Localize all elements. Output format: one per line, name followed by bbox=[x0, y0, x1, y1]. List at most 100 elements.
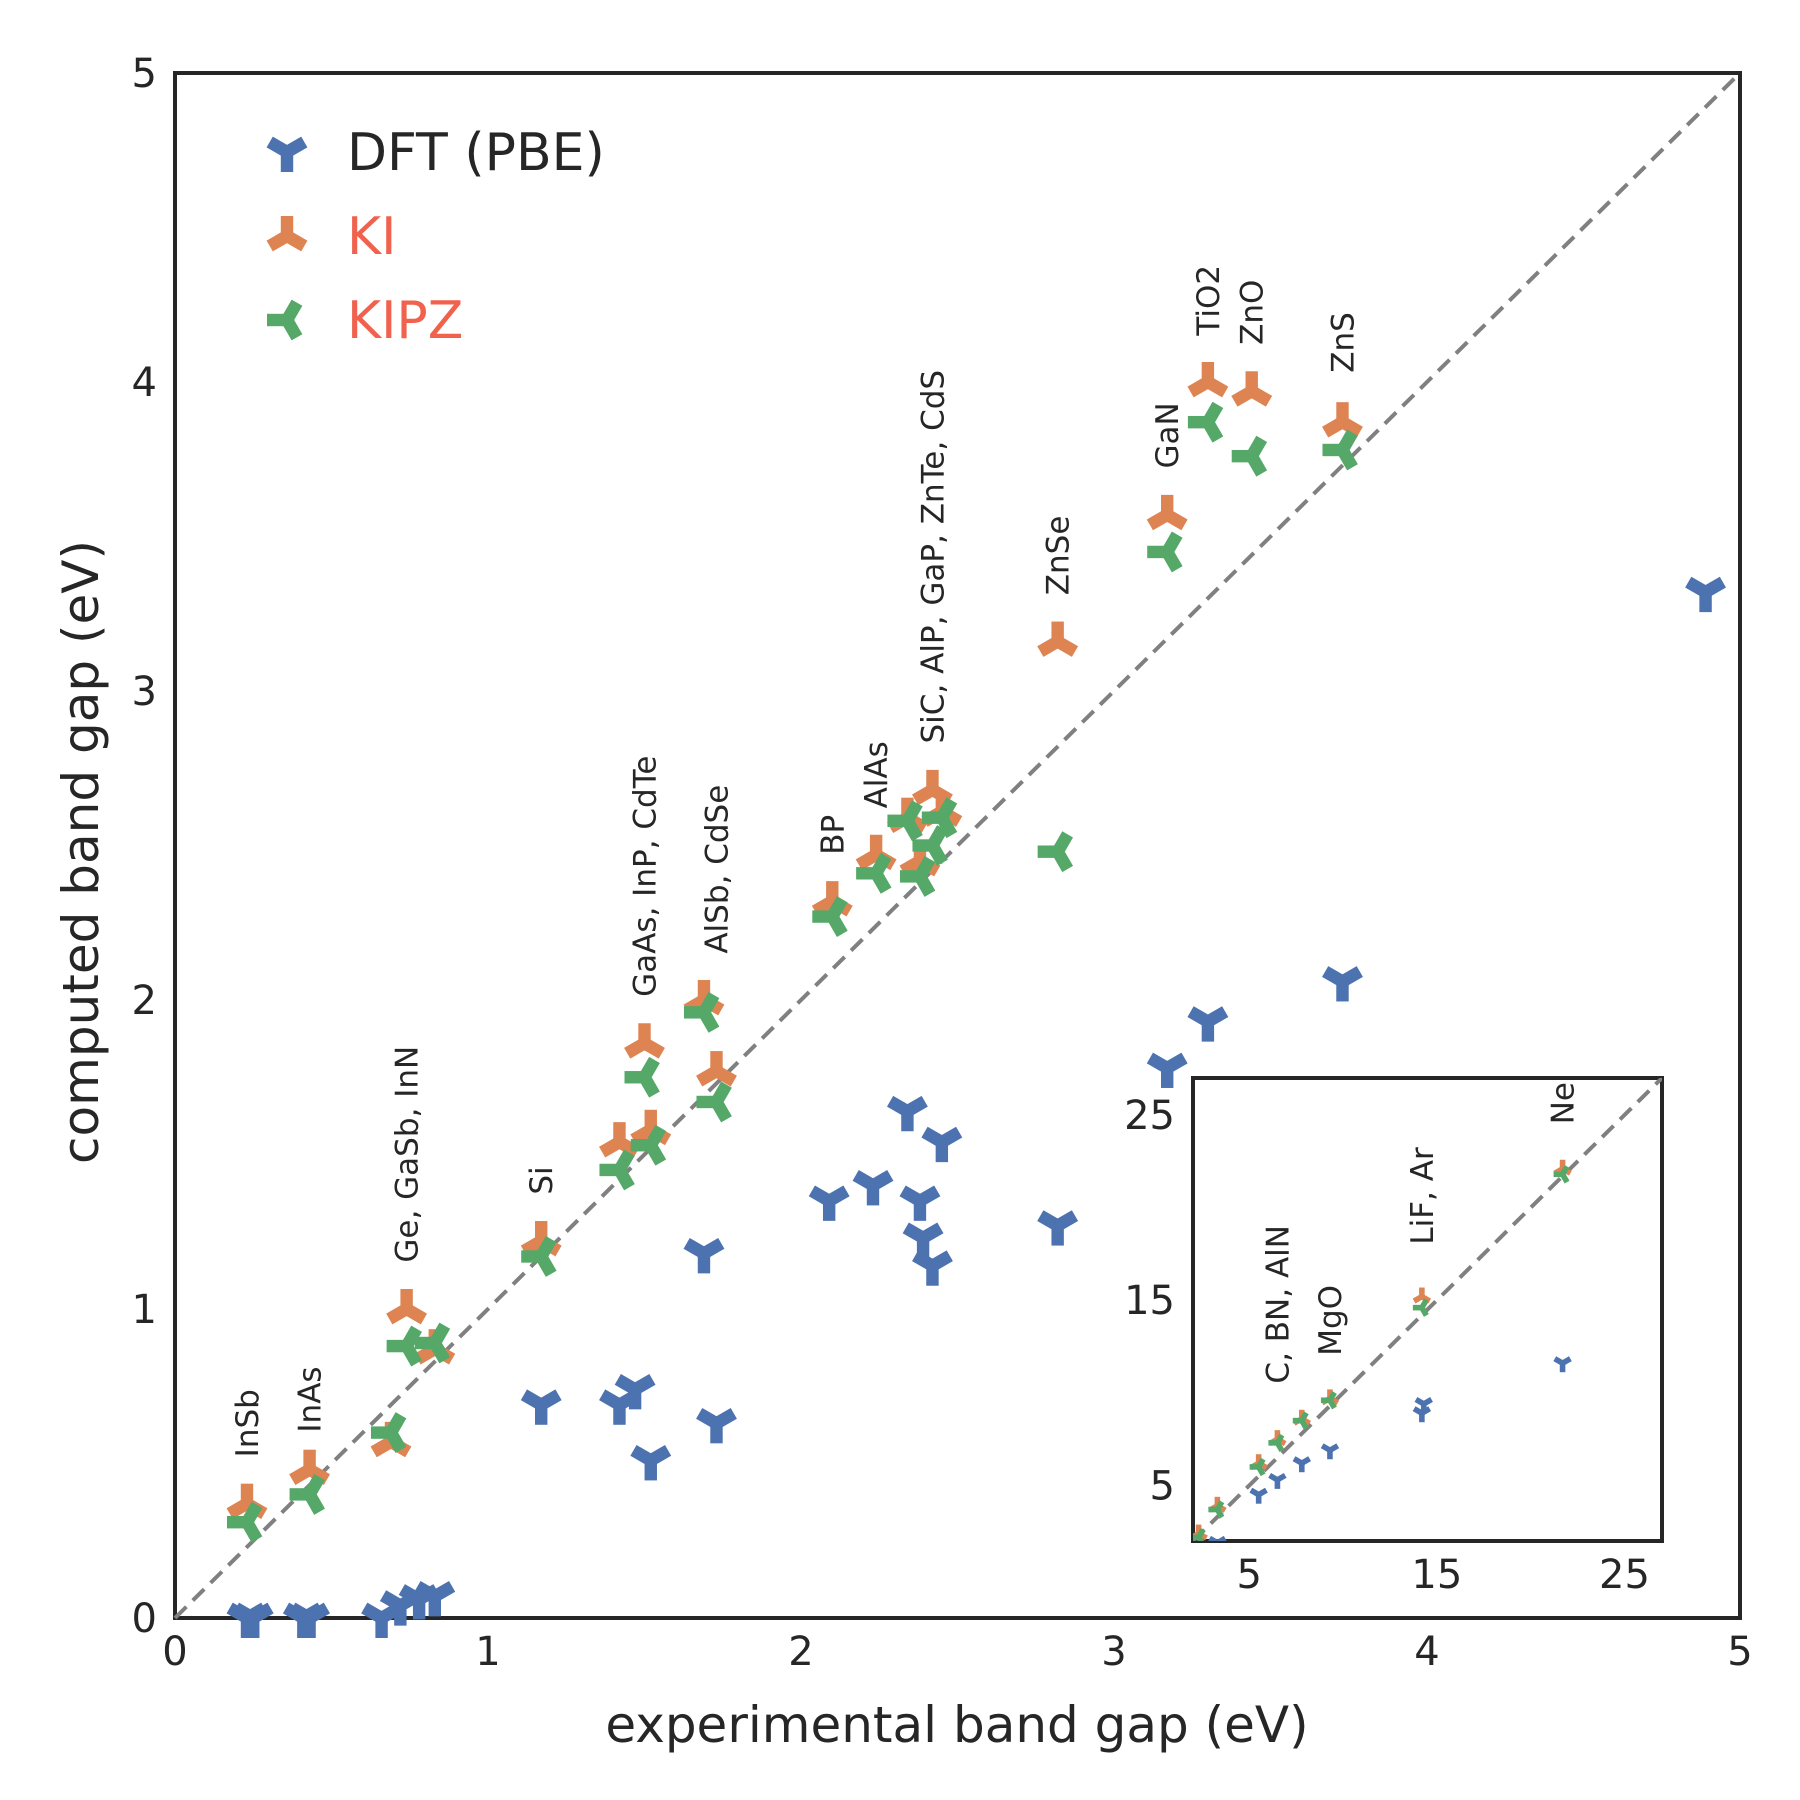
annotation-alas: AlAs bbox=[859, 741, 895, 808]
inset-series-kipz bbox=[1193, 1165, 1570, 1541]
y-tick-label: 4 bbox=[132, 360, 157, 406]
point-kipz bbox=[696, 1081, 732, 1123]
x-tick-label: 1 bbox=[475, 1629, 500, 1675]
point-ki bbox=[696, 1051, 737, 1087]
point-dft-pbe bbox=[899, 1185, 941, 1221]
inset-identity-line bbox=[1193, 1078, 1662, 1541]
inset-x-tick-label: 5 bbox=[1237, 1552, 1262, 1598]
inset-x-tick-label: 15 bbox=[1411, 1552, 1462, 1598]
point-ki bbox=[624, 1023, 665, 1059]
legend-label: KI bbox=[347, 207, 396, 267]
point-kipz bbox=[887, 800, 923, 842]
series-kipz bbox=[226, 401, 1358, 1543]
y-tick-label: 5 bbox=[132, 51, 157, 97]
legend-marker-ki bbox=[266, 216, 308, 252]
point-ki bbox=[1322, 402, 1363, 438]
annotation-zno: ZnO bbox=[1235, 280, 1271, 345]
inset-point-dft-pbe bbox=[1320, 1443, 1340, 1460]
inset-x-tick-label: 25 bbox=[1599, 1552, 1650, 1598]
y-tick-label: 2 bbox=[132, 978, 157, 1024]
annotation-inas: InAs bbox=[293, 1366, 329, 1432]
point-dft-pbe bbox=[614, 1373, 656, 1410]
inset-point-kipz bbox=[1292, 1411, 1309, 1430]
point-kipz bbox=[226, 1501, 263, 1543]
x-tick-label: 5 bbox=[1727, 1629, 1752, 1675]
legend: DFT (PBE) KI KIPZ bbox=[266, 123, 605, 351]
point-ki bbox=[1037, 621, 1079, 657]
legend-entry-ki: KI bbox=[266, 207, 396, 267]
x-tick-label: 3 bbox=[1101, 1629, 1126, 1675]
point-kipz bbox=[856, 852, 892, 894]
point-dft-pbe bbox=[921, 1126, 963, 1163]
point-ki bbox=[1231, 371, 1273, 407]
inset-y-tick-label: 5 bbox=[1150, 1463, 1175, 1509]
point-ki bbox=[599, 1122, 640, 1158]
point-dft-pbe bbox=[886, 1095, 928, 1132]
annotation-sic-alp-gap-znte-cds: SiC, AlP, GaP, ZnTe, CdS bbox=[915, 370, 951, 744]
main-plot: 0 1 2 3 4 5 0 1 2 3 4 5 InSb InAs Ge, GaSb, InN Si GaAs,… bbox=[132, 51, 1753, 1675]
inset-point-dft-pbe bbox=[1268, 1472, 1287, 1489]
annotation-gan: GaN bbox=[1150, 402, 1186, 468]
x-tick-label: 2 bbox=[788, 1629, 813, 1675]
point-dft-pbe bbox=[683, 1238, 725, 1274]
point-dft-pbe bbox=[630, 1445, 672, 1481]
annotation-alsb-cdse: AlSb, CdSe bbox=[699, 785, 735, 954]
y-axis-label: computed band gap (eV) bbox=[52, 540, 110, 1164]
inset-y-tick-label: 25 bbox=[1124, 1093, 1175, 1139]
point-kipz bbox=[1322, 429, 1358, 471]
inset-point-dft-pbe bbox=[1292, 1456, 1311, 1473]
legend-entry-kipz: KIPZ bbox=[267, 291, 463, 351]
y-tick-label: 3 bbox=[132, 669, 157, 715]
point-kipz bbox=[683, 991, 720, 1033]
y-tick-label: 0 bbox=[132, 1596, 157, 1642]
x-tick-label: 4 bbox=[1414, 1629, 1439, 1675]
inset-annotation-ne: Ne bbox=[1546, 1082, 1582, 1124]
point-ki bbox=[1146, 494, 1188, 531]
point-dft-pbe bbox=[808, 1185, 850, 1221]
annotation-insb: InSb bbox=[230, 1389, 266, 1457]
point-dft-pbe bbox=[696, 1407, 737, 1444]
point-dft-pbe bbox=[232, 1602, 274, 1638]
point-kipz bbox=[289, 1473, 325, 1515]
point-kipz bbox=[921, 797, 958, 839]
point-dft-pbe bbox=[1037, 1210, 1079, 1246]
inset-plot: 5 15 25 5 15 25 C, BN, AlN MgO LiF, Ar Ne bbox=[1124, 1076, 1664, 1598]
inset-point-kipz bbox=[1412, 1298, 1429, 1317]
x-axis-label: experimental band gap (eV) bbox=[605, 1696, 1308, 1754]
point-kipz bbox=[370, 1412, 407, 1454]
point-ki bbox=[289, 1449, 331, 1486]
inset-annotation-c-bn-aln: C, BN, AlN bbox=[1260, 1225, 1296, 1384]
point-kipz bbox=[599, 1149, 635, 1191]
inset-point-dft-pbe bbox=[1249, 1487, 1268, 1504]
point-kipz bbox=[624, 1056, 660, 1098]
y-tick-label: 1 bbox=[132, 1287, 157, 1333]
legend-label: DFT (PBE) bbox=[347, 123, 605, 183]
annotation-bp: BP bbox=[815, 815, 851, 855]
point-kipz bbox=[1037, 831, 1074, 873]
point-kipz bbox=[1187, 401, 1224, 443]
annotation-si: Si bbox=[524, 1166, 560, 1194]
point-dft-pbe bbox=[520, 1389, 562, 1425]
point-kipz bbox=[812, 896, 848, 937]
point-ki bbox=[386, 1289, 428, 1325]
point-dft-pbe bbox=[852, 1170, 894, 1206]
point-dft-pbe bbox=[1187, 1006, 1229, 1042]
point-kipz bbox=[1147, 531, 1183, 573]
inset-y-tick-label: 15 bbox=[1124, 1278, 1175, 1324]
legend-marker-dft-pbe bbox=[266, 136, 308, 172]
point-dft-pbe bbox=[289, 1602, 331, 1638]
annotation-zns: ZnS bbox=[1325, 312, 1361, 373]
x-tick-label: 0 bbox=[162, 1629, 187, 1675]
annotation-znse: ZnSe bbox=[1041, 516, 1077, 596]
point-ki bbox=[1187, 362, 1229, 398]
legend-marker-kipz bbox=[267, 299, 303, 341]
inset-point-kipz bbox=[1249, 1457, 1266, 1477]
inset-annotation-lif-ar: LiF, Ar bbox=[1405, 1147, 1441, 1245]
inset-annotation-mgo: MgO bbox=[1313, 1285, 1349, 1356]
point-dft-pbe bbox=[1146, 1052, 1188, 1088]
point-dft-pbe bbox=[1322, 966, 1363, 1002]
inset-point-kipz bbox=[1268, 1433, 1285, 1453]
point-kipz bbox=[899, 855, 936, 897]
point-kipz bbox=[414, 1322, 451, 1364]
